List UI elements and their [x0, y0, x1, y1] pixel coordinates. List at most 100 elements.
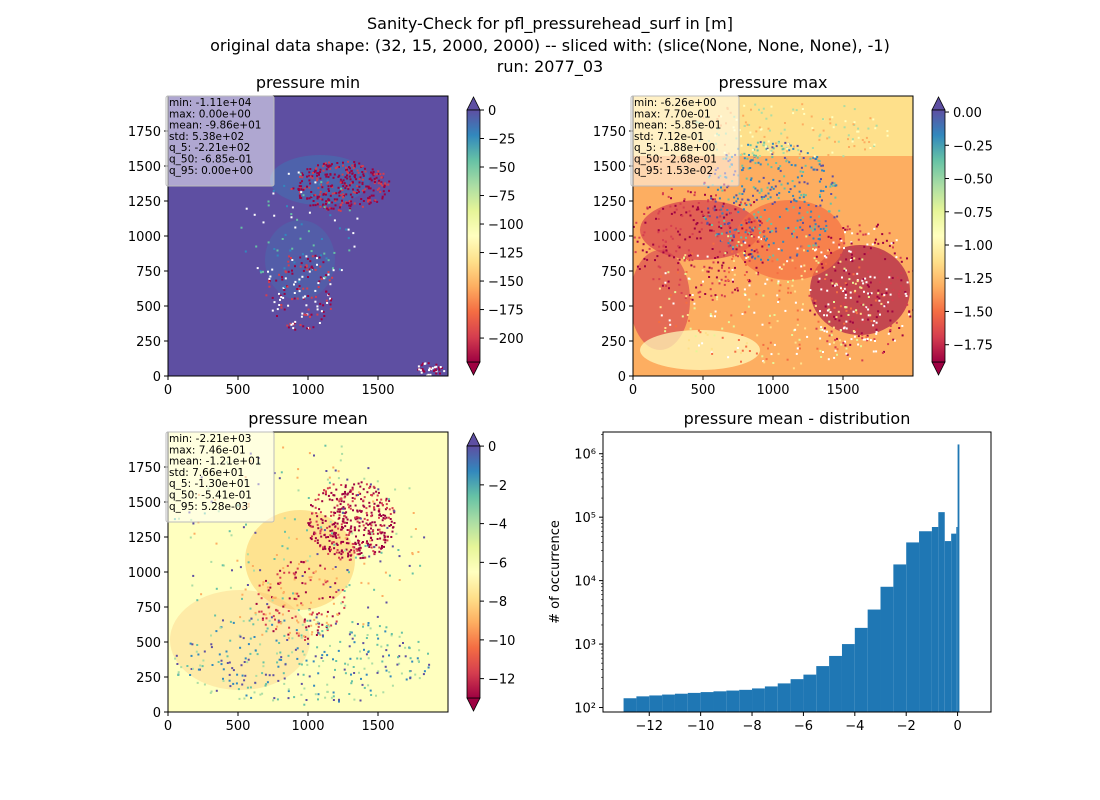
- pixel-cluster: [863, 141, 866, 144]
- pixel-cluster: [822, 351, 824, 353]
- pixel-cluster: [253, 636, 256, 638]
- pixel-cluster: [346, 521, 348, 524]
- pixel-cluster: [352, 666, 355, 668]
- colorbar-tick-label: −125: [488, 247, 524, 262]
- pixel-cluster: [314, 693, 317, 696]
- pixel-cluster: [386, 539, 389, 542]
- pixel-cluster: [369, 627, 372, 630]
- pixel-cluster: [697, 329, 700, 332]
- pixel-cluster: [286, 324, 289, 327]
- pixel-cluster: [735, 248, 738, 251]
- pixel-cluster: [644, 265, 646, 268]
- pixel-cluster: [847, 134, 850, 137]
- pixel-cluster: [840, 314, 843, 317]
- pixel-cluster: [755, 248, 758, 251]
- pixel-cluster: [745, 204, 748, 206]
- pixel-cluster: [840, 288, 843, 291]
- x-tick-label: 0: [629, 383, 637, 398]
- pixel-cluster: [737, 339, 740, 341]
- pixel-cluster: [800, 150, 803, 153]
- pixel-cluster: [820, 326, 823, 329]
- pixel-cluster: [325, 621, 328, 624]
- pixel-cluster: [321, 630, 324, 633]
- pixel-cluster: [749, 144, 752, 147]
- pixel-cluster: [342, 164, 344, 167]
- pixel-cluster: [349, 554, 352, 557]
- pixel-cluster: [326, 179, 329, 182]
- pixel-cluster: [819, 337, 822, 340]
- pixel-cluster: [338, 536, 341, 539]
- pixel-cluster: [274, 618, 276, 621]
- pixel-cluster: [344, 549, 347, 552]
- pixel-cluster: [337, 186, 340, 189]
- pixel-cluster: [691, 233, 694, 236]
- pixel-cluster: [325, 175, 328, 178]
- panel-title: pressure mean: [248, 409, 368, 428]
- pixel-cluster: [841, 276, 843, 279]
- pixel-cluster: [314, 537, 317, 540]
- pixel-cluster: [889, 293, 892, 296]
- pixel-cluster: [326, 690, 329, 693]
- pixel-cluster: [691, 294, 694, 296]
- pixel-cluster: [844, 306, 847, 309]
- pixel-cluster: [721, 336, 724, 339]
- pixel-cluster: [324, 515, 327, 518]
- pixel-cluster: [300, 560, 303, 563]
- pixel-cluster: [815, 205, 818, 208]
- pixel-cluster: [749, 160, 752, 163]
- pixel-cluster: [701, 213, 704, 216]
- pixel-cluster: [297, 171, 300, 174]
- pixel-cluster: [855, 312, 858, 315]
- pixel-cluster: [706, 333, 709, 336]
- pixel-cluster: [744, 219, 747, 222]
- pixel-cluster: [267, 204, 270, 207]
- pixel-cluster: [711, 315, 714, 318]
- pixel-cluster: [372, 189, 375, 192]
- pixel-cluster: [325, 202, 327, 205]
- pixel-cluster: [346, 518, 349, 521]
- pixel-cluster: [842, 290, 845, 292]
- pixel-cluster: [357, 190, 360, 193]
- pixel-cluster: [768, 129, 771, 132]
- pixel-cluster: [729, 226, 732, 229]
- pixel-cluster: [801, 245, 804, 248]
- pixel-cluster: [354, 556, 357, 559]
- pixel-cluster: [846, 225, 849, 228]
- pixel-cluster: [303, 653, 306, 656]
- pixel-cluster: [375, 544, 378, 547]
- pixel-cluster: [810, 166, 813, 169]
- pixel-cluster: [851, 138, 854, 141]
- pixel-cluster: [855, 309, 858, 312]
- pixel-cluster: [839, 329, 842, 332]
- pixel-cluster: [292, 187, 295, 190]
- pixel-cluster: [720, 186, 722, 189]
- y-tick-label: 1750: [593, 125, 626, 140]
- pixel-cluster: [322, 546, 325, 549]
- pixel-cluster: [861, 359, 864, 362]
- pixel-cluster: [333, 511, 336, 514]
- pixel-cluster: [819, 133, 822, 136]
- pixel-cluster: [307, 295, 310, 297]
- pixel-cluster: [319, 532, 322, 535]
- pixel-cluster: [830, 330, 833, 333]
- pixel-cluster: [350, 525, 353, 528]
- pixel-cluster: [815, 270, 818, 273]
- pixel-cluster: [312, 326, 315, 329]
- pixel-cluster: [319, 177, 322, 180]
- pixel-cluster: [328, 546, 331, 548]
- pixel-cluster: [879, 281, 882, 284]
- pixel-cluster: [378, 546, 381, 549]
- pixel-cluster: [839, 286, 842, 288]
- pixel-cluster: [834, 284, 836, 287]
- pixel-cluster: [308, 211, 311, 214]
- pixel-cluster: [283, 682, 286, 685]
- pixel-cluster: [691, 259, 694, 261]
- pixel-cluster: [767, 243, 770, 246]
- pixel-cluster: [322, 311, 325, 313]
- pixel-cluster: [278, 477, 281, 480]
- pixel-cluster: [246, 584, 249, 586]
- pixel-cluster: [865, 306, 868, 309]
- pixel-cluster: [294, 648, 297, 651]
- pixel-cluster: [753, 154, 756, 157]
- pixel-cluster: [328, 547, 331, 550]
